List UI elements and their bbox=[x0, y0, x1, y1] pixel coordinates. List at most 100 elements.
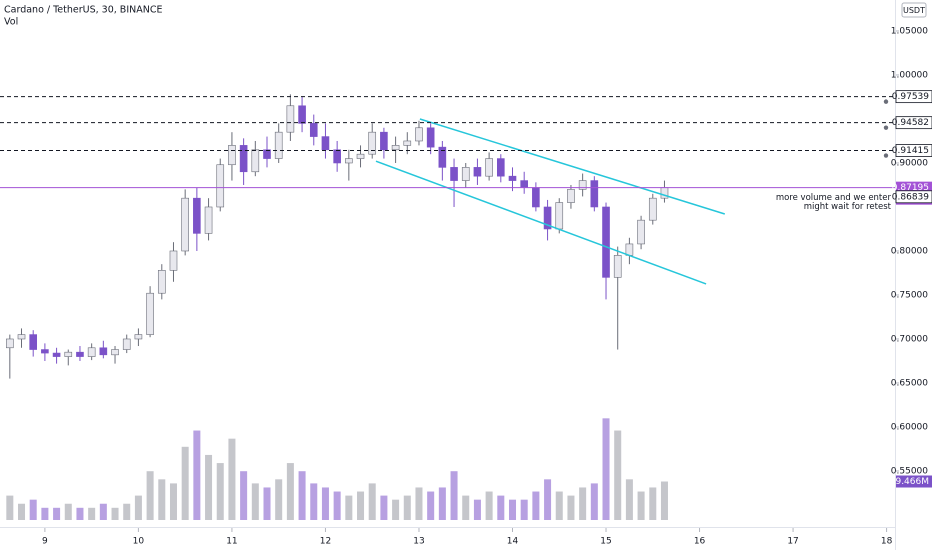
level-tag bbox=[895, 90, 932, 104]
x-tick-label: 15 bbox=[600, 537, 611, 547]
y-tick-label: 0.80000 bbox=[891, 246, 928, 256]
volume-bar bbox=[228, 438, 236, 520]
trendline bbox=[375, 160, 707, 285]
currency[interactable]: USDT bbox=[903, 6, 925, 15]
candle-body bbox=[274, 131, 283, 159]
candle-body bbox=[590, 180, 599, 208]
candle-body bbox=[613, 255, 622, 278]
volume-bar bbox=[53, 507, 61, 520]
level-label: 0.94582 bbox=[892, 118, 929, 128]
level-label: 0.91415 bbox=[892, 146, 929, 156]
volume-bar bbox=[567, 495, 575, 520]
level-tag bbox=[895, 144, 932, 157]
volume-bar bbox=[88, 507, 96, 520]
candle-body bbox=[169, 250, 178, 271]
volume-bar bbox=[649, 487, 657, 520]
volume-bar bbox=[99, 503, 107, 520]
candle-body bbox=[450, 167, 458, 181]
candle-body bbox=[29, 334, 38, 350]
trendline bbox=[419, 118, 726, 215]
y-tick-label: 1.05000 bbox=[891, 26, 928, 36]
volume-bar bbox=[158, 479, 166, 520]
volume-bar bbox=[321, 487, 329, 520]
volume-bar bbox=[532, 491, 540, 520]
candle-body bbox=[6, 338, 14, 349]
volume-bar bbox=[392, 499, 400, 520]
candle-body bbox=[134, 334, 143, 340]
volume-bar bbox=[438, 487, 446, 520]
volume-tag bbox=[896, 475, 932, 488]
candle-body bbox=[415, 127, 423, 142]
candle-body bbox=[625, 243, 634, 256]
volume-bar bbox=[450, 471, 458, 520]
volume-bar bbox=[169, 483, 177, 520]
annotation: might wait for retest bbox=[804, 202, 892, 212]
candle-body bbox=[298, 105, 306, 124]
x-tick-label: 16 bbox=[694, 537, 706, 547]
candle-body bbox=[157, 270, 166, 294]
x-tick-label: 11 bbox=[226, 537, 237, 547]
candle-body bbox=[204, 206, 213, 234]
volume-bar bbox=[251, 483, 259, 520]
candle-body bbox=[52, 352, 61, 357]
candle-body bbox=[543, 206, 552, 230]
candle-body bbox=[64, 351, 73, 357]
candle-body bbox=[637, 219, 645, 245]
volume-bar bbox=[497, 495, 505, 520]
x-tick-label: 17 bbox=[787, 537, 798, 547]
volume-label: Vol bbox=[4, 17, 18, 28]
volume-bar bbox=[41, 507, 49, 520]
y-tick-label: 1.00000 bbox=[891, 70, 928, 80]
volume-bar bbox=[181, 446, 189, 520]
volume-bar bbox=[6, 495, 14, 520]
last-price-label: 0.87195 bbox=[892, 183, 929, 193]
candle-body bbox=[122, 338, 131, 350]
volume-bar bbox=[64, 503, 72, 520]
volume-bar bbox=[357, 491, 365, 520]
currency-button[interactable] bbox=[901, 2, 927, 18]
volume-tag-label: 9.466M bbox=[895, 477, 929, 487]
volume-bar bbox=[462, 495, 470, 520]
volume-bar bbox=[473, 499, 481, 520]
candle-body bbox=[555, 202, 564, 230]
candle-body bbox=[426, 127, 435, 148]
candle-body bbox=[438, 146, 447, 168]
volume-bar bbox=[579, 487, 587, 520]
volume-bar bbox=[637, 491, 645, 520]
volume-bar bbox=[123, 503, 131, 520]
candle-body bbox=[251, 149, 260, 173]
candle-body bbox=[321, 136, 330, 151]
volume-bar bbox=[345, 495, 353, 520]
candle-body bbox=[181, 197, 189, 252]
volume-bar bbox=[76, 507, 84, 520]
y-tick-label: 0.90000 bbox=[891, 158, 928, 168]
candle-body bbox=[461, 167, 470, 181]
volume-bar bbox=[602, 418, 610, 520]
candle-body bbox=[286, 105, 295, 133]
x-tick-label: 12 bbox=[320, 537, 331, 547]
candle-body bbox=[87, 347, 96, 357]
volume-bar bbox=[660, 481, 668, 520]
volume-bar bbox=[403, 495, 411, 520]
volume-bar bbox=[415, 487, 423, 520]
candle-body bbox=[532, 187, 540, 208]
candle-body bbox=[216, 164, 225, 208]
volume-bar bbox=[590, 483, 598, 520]
y-tick-label: 0.70000 bbox=[891, 334, 928, 344]
x-tick-label: 14 bbox=[507, 537, 519, 547]
volume-bar bbox=[485, 491, 493, 520]
candle-body bbox=[648, 197, 657, 221]
candle-body bbox=[380, 131, 388, 151]
candle-body bbox=[111, 349, 119, 356]
volume-bar bbox=[240, 471, 248, 520]
candle-body bbox=[76, 351, 84, 357]
candle-body bbox=[520, 180, 528, 188]
volume-bar bbox=[193, 430, 201, 520]
volume-bar bbox=[520, 499, 528, 520]
annotation: more volume and we enter bbox=[776, 193, 892, 203]
candle-body bbox=[17, 334, 26, 340]
volume-bar bbox=[146, 471, 154, 520]
